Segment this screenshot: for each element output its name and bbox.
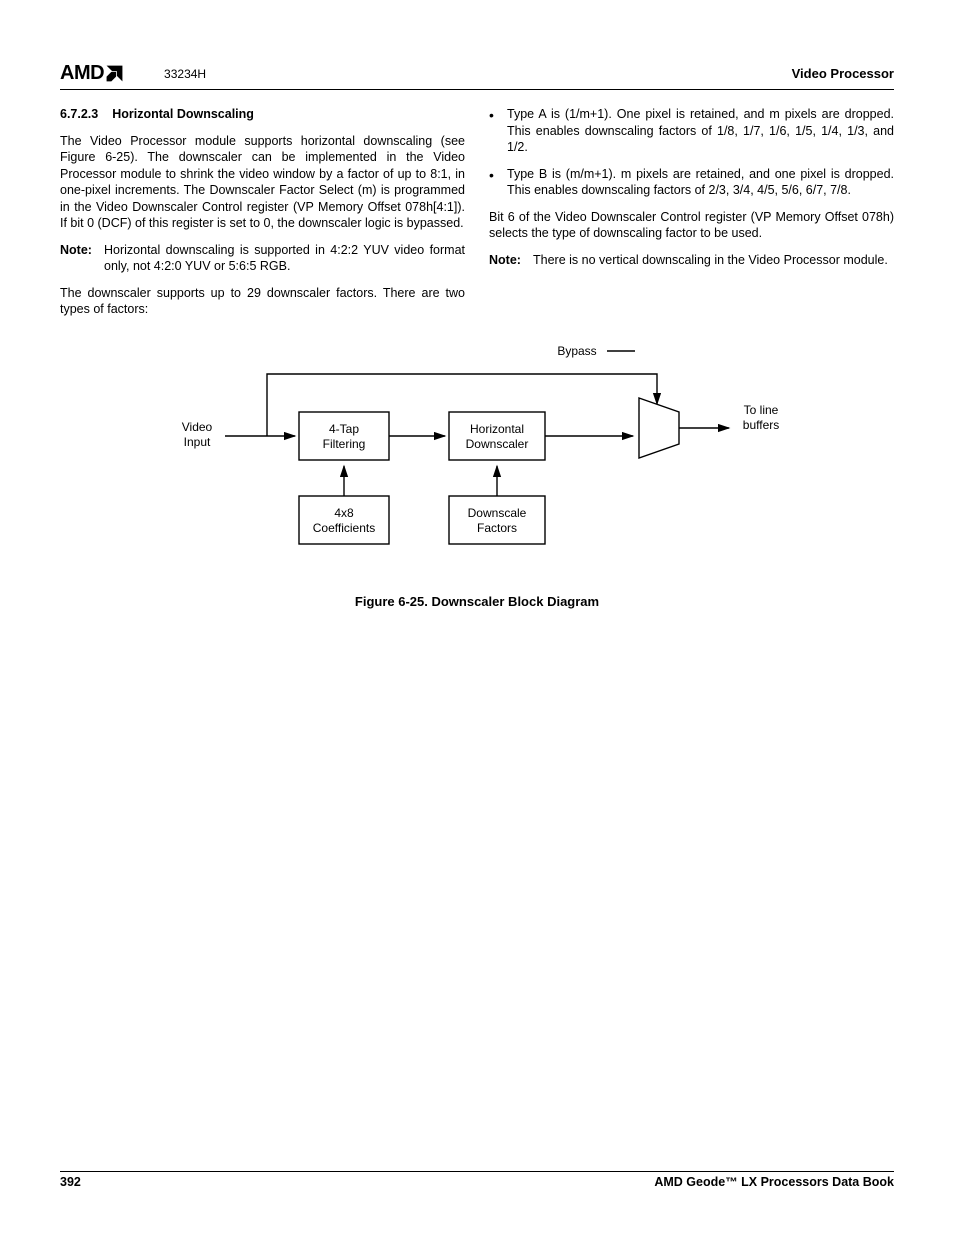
downscaler-label-2: Downscaler xyxy=(466,437,529,451)
page-number: 392 xyxy=(60,1175,81,1189)
doc-number: 33234H xyxy=(164,67,206,81)
section-number: 6.7.2.3 xyxy=(60,107,98,121)
buffers-label-2: buffers xyxy=(743,418,779,432)
list-item: Type A is (1/m+1). One pixel is retained… xyxy=(489,106,894,156)
video-input-label-2: Input xyxy=(184,435,211,449)
book-title: AMD Geode™ LX Processors Data Book xyxy=(654,1175,894,1189)
amd-logo: AMD xyxy=(60,62,124,85)
note-label: Note: xyxy=(60,242,104,275)
factors-label-2: Factors xyxy=(477,521,517,535)
figure-caption: Figure 6-25. Downscaler Block Diagram xyxy=(60,594,894,609)
logo-text: AMD xyxy=(60,62,104,85)
page-footer: 392 AMD Geode™ LX Processors Data Book xyxy=(60,1171,894,1189)
header-left: AMD 33234H xyxy=(60,62,206,85)
note-body: Horizontal downscaling is supported in 4… xyxy=(104,242,465,275)
filtering-box xyxy=(299,412,389,460)
factors-box xyxy=(449,496,545,544)
right-column: Type A is (1/m+1). One pixel is retained… xyxy=(489,106,894,328)
mux-trapezoid xyxy=(639,398,679,458)
bullet-list: Type A is (1/m+1). One pixel is retained… xyxy=(489,106,894,199)
section-title: Horizontal Downscaling xyxy=(112,107,254,121)
note-body: There is no vertical downscaling in the … xyxy=(533,252,894,269)
content-columns: 6.7.2.3 Horizontal Downscaling The Video … xyxy=(60,106,894,328)
factors-label-1: Downscale xyxy=(468,506,527,520)
paragraph: The Video Processor module supports hori… xyxy=(60,133,465,232)
buffers-label-1: To line xyxy=(744,403,779,417)
downscaler-label-1: Horizontal xyxy=(470,422,524,436)
downscaler-diagram: Bypass Video Input 4-Tap Filtering Horiz… xyxy=(157,336,797,576)
amd-arrow-icon xyxy=(105,64,124,83)
paragraph: The downscaler supports up to 29 downsca… xyxy=(60,285,465,318)
note-block: Note: There is no vertical downscaling i… xyxy=(489,252,894,269)
bypass-label: Bypass xyxy=(557,344,596,358)
coeffs-box xyxy=(299,496,389,544)
filtering-label-2: Filtering xyxy=(323,437,366,451)
filtering-label-1: 4-Tap xyxy=(329,422,359,436)
section-heading: 6.7.2.3 Horizontal Downscaling xyxy=(60,106,465,123)
left-column: 6.7.2.3 Horizontal Downscaling The Video … xyxy=(60,106,465,328)
note-block: Note: Horizontal downscaling is supporte… xyxy=(60,242,465,275)
figure-wrap: Bypass Video Input 4-Tap Filtering Horiz… xyxy=(60,336,894,609)
note-label: Note: xyxy=(489,252,533,269)
downscaler-box xyxy=(449,412,545,460)
paragraph: Bit 6 of the Video Downscaler Control re… xyxy=(489,209,894,242)
coeffs-label-2: Coefficients xyxy=(313,521,375,535)
list-item: Type B is (m/m+1). m pixels are retained… xyxy=(489,166,894,199)
video-input-label-1: Video xyxy=(182,420,213,434)
section-name: Video Processor xyxy=(792,66,894,81)
page-header: AMD 33234H Video Processor xyxy=(60,62,894,90)
coeffs-label-1: 4x8 xyxy=(334,506,354,520)
